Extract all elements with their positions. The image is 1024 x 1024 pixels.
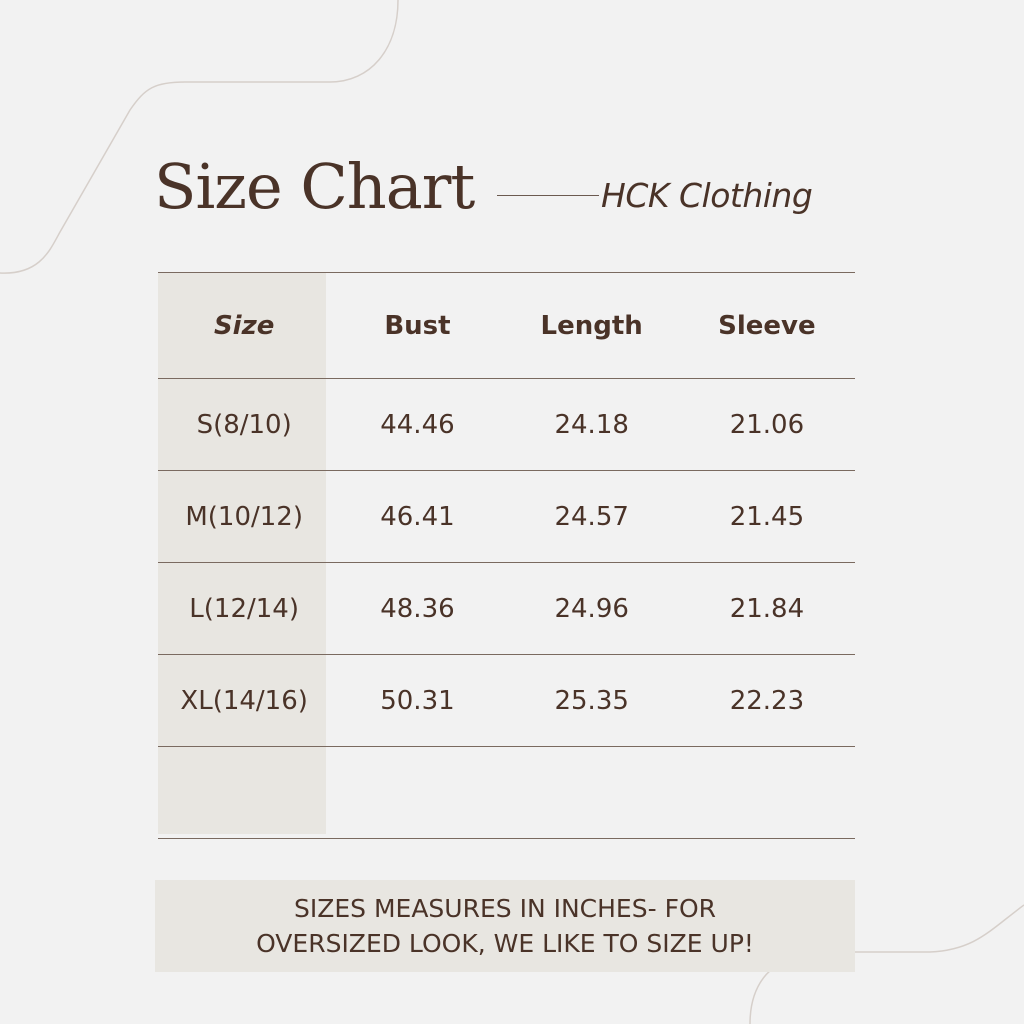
size-cell: XL(14/16) <box>180 685 308 716</box>
header-bust: Bust <box>384 310 451 341</box>
length-cell: 24.18 <box>554 409 629 440</box>
sleeve-cell: 21.84 <box>729 593 805 624</box>
header-sleeve: Sleeve <box>718 310 816 341</box>
bust-cell: 50.31 <box>380 685 455 716</box>
title-divider <box>497 195 599 196</box>
length-cell: 25.35 <box>554 685 629 716</box>
size-cell: S(8/10) <box>196 409 292 440</box>
table-row-empty <box>158 746 855 839</box>
size-column-shading <box>158 273 326 834</box>
sizing-note-line-2: OVERSIZED LOOK, WE LIKE TO SIZE UP! <box>256 929 754 958</box>
brand-name: HCK Clothing <box>601 176 813 215</box>
sizing-note-line-1: SIZES MEASURES IN INCHES- FOR <box>293 894 716 923</box>
top-left-curve <box>0 0 399 274</box>
length-cell: 24.57 <box>554 501 629 532</box>
bust-cell: 48.36 <box>380 593 455 624</box>
table-row: M(10/12) 46.41 24.57 21.45 <box>158 470 855 562</box>
sleeve-cell: 21.06 <box>729 409 805 440</box>
header-size: Size <box>213 310 275 341</box>
table-row: L(12/14) 48.36 24.96 21.84 <box>158 562 855 654</box>
table-row: S(8/10) 44.46 24.18 21.06 <box>158 378 855 470</box>
size-cell: L(12/14) <box>189 593 299 624</box>
bust-cell: 44.46 <box>380 409 455 440</box>
sleeve-cell: 21.45 <box>729 501 805 532</box>
table-row: XL(14/16) 50.31 25.35 22.23 <box>158 654 855 746</box>
bust-cell: 46.41 <box>380 501 455 532</box>
table-header-row: Size Bust Length Sleeve <box>158 272 855 378</box>
page-title: Size Chart <box>154 150 475 223</box>
sleeve-cell: 22.23 <box>729 685 805 716</box>
sizing-note: SIZES MEASURES IN INCHES- FOR OVERSIZED … <box>155 880 855 972</box>
size-table: Size Bust Length Sleeve S(8/10) 44.46 24… <box>158 272 855 839</box>
length-cell: 24.96 <box>554 593 629 624</box>
size-cell: M(10/12) <box>185 501 303 532</box>
header-length: Length <box>540 310 643 341</box>
